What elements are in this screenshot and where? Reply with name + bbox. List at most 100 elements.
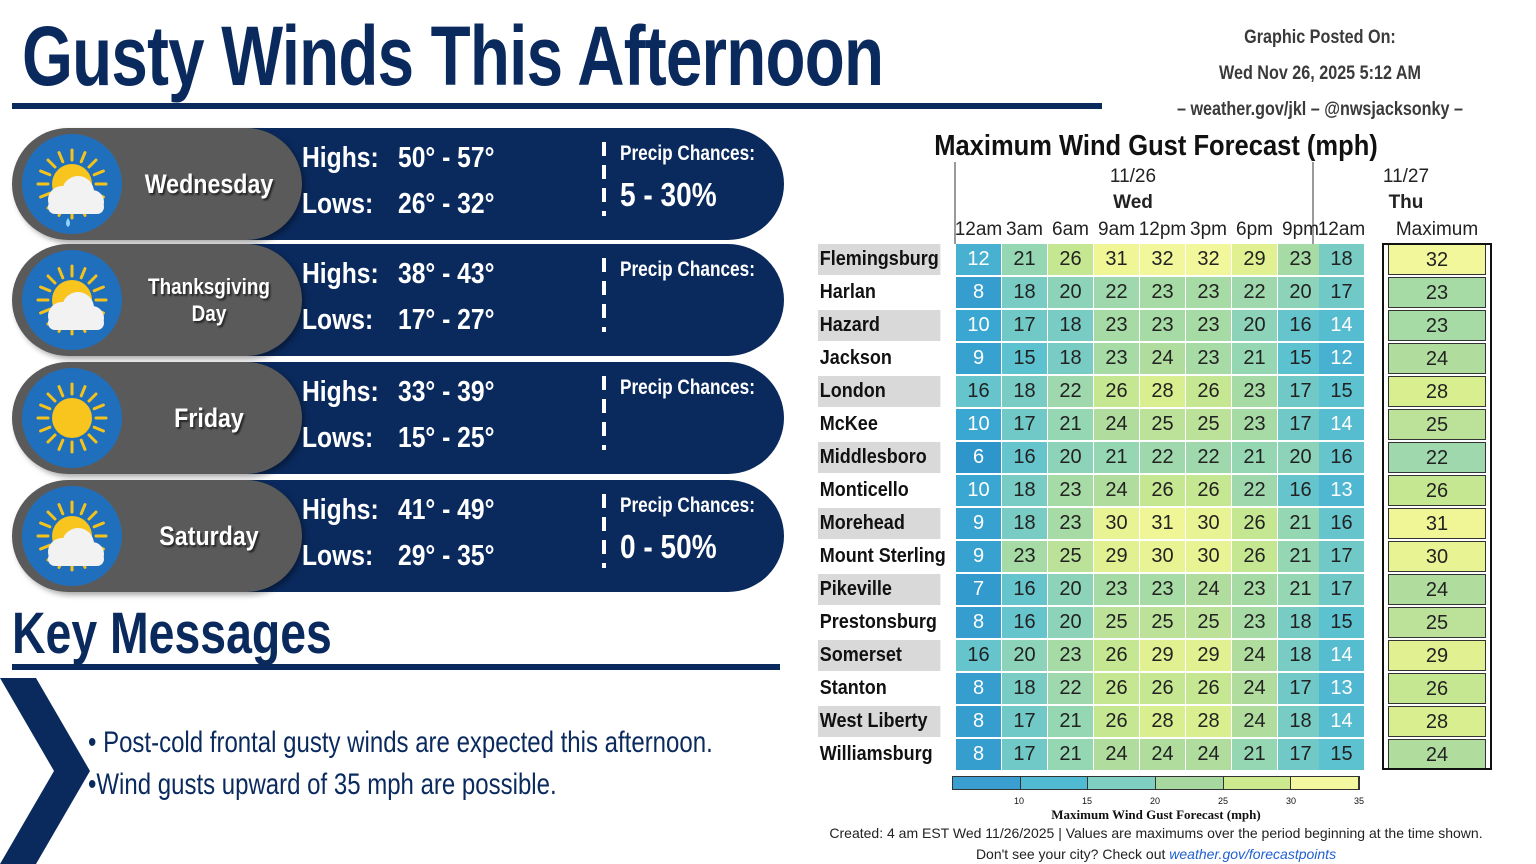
gust-cell: 23: [1002, 541, 1047, 572]
day-card: Thanksgiving Day Highs: 38° - 43° Lows: …: [12, 244, 784, 356]
gust-cell: 26: [1094, 376, 1139, 407]
gust-cell: 16: [1002, 574, 1047, 605]
gust-cell: 21: [1278, 574, 1323, 605]
gust-cell: 31: [1094, 244, 1139, 275]
gust-cell: 26: [1232, 541, 1277, 572]
gust-cell: 16: [1319, 442, 1364, 473]
gust-cell: 23: [1278, 244, 1323, 275]
precip-divider: [602, 494, 606, 568]
gust-cell: 21: [1048, 739, 1093, 770]
max-gust-cell: 30: [1388, 541, 1486, 572]
gust-cell: 18: [1002, 673, 1047, 704]
gust-cell: 21: [1232, 442, 1277, 473]
gust-cell: 25: [1186, 409, 1231, 440]
gust-cell: 20: [1278, 277, 1323, 308]
header-divider: [954, 162, 956, 244]
lows-value: 15° - 25°: [398, 422, 495, 454]
city-label: Somerset: [818, 640, 941, 671]
time-header: 3pm: [1190, 219, 1227, 240]
day1-date: 11/26: [1109, 166, 1157, 187]
time-header: 12am: [1317, 219, 1366, 240]
gust-cell: 26: [1094, 706, 1139, 737]
gust-cell: 17: [1002, 706, 1047, 737]
key-message-item: • Post-cold frontal gusty winds are expe…: [88, 726, 713, 759]
gust-cell: 23: [1232, 376, 1277, 407]
max-gust-cell: 31: [1388, 508, 1486, 539]
gust-cell: 22: [1048, 673, 1093, 704]
day-name: Saturday: [159, 521, 259, 551]
gust-cell: 30: [1186, 508, 1231, 539]
gust-cell: 20: [1048, 277, 1093, 308]
highs-label: Highs:: [302, 258, 379, 290]
lows-label: Lows:: [302, 540, 374, 572]
gust-cell: 15: [1002, 343, 1047, 374]
gust-cell: 13: [1319, 673, 1364, 704]
gust-cell: 22: [1232, 277, 1277, 308]
day-bar: [212, 244, 784, 356]
gust-cell: 30: [1186, 541, 1231, 572]
gust-cell: 30: [1094, 508, 1139, 539]
sunny-icon: [22, 368, 122, 468]
gust-cell: 26: [1186, 376, 1231, 407]
forecastpoints-link[interactable]: weather.gov/forecastpoints: [1169, 846, 1337, 862]
time-header: 9am: [1098, 219, 1135, 240]
gust-cell: 24: [1094, 739, 1139, 770]
posted-info: Graphic Posted On: Wed Nov 26, 2025 5:12…: [1167, 20, 1473, 128]
gust-cell: 16: [956, 640, 1001, 671]
day-card: Wednesday Highs: 50° - 57° Lows: 26° - 3…: [12, 128, 784, 240]
key-messages-title: Key Messages: [12, 601, 332, 666]
gust-cell: 17: [1319, 541, 1364, 572]
gust-cell: 24: [1186, 574, 1231, 605]
gust-cell: 23: [1140, 574, 1185, 605]
key-messages-divider: [12, 664, 780, 670]
gust-cell: 18: [1278, 706, 1323, 737]
gust-cell: 17: [1278, 739, 1323, 770]
max-gust-cell: 32: [1388, 244, 1486, 275]
precip-label: Precip Chances:: [620, 142, 755, 165]
gust-cell: 15: [1319, 739, 1364, 770]
legend-tick-label: 35: [1354, 796, 1365, 806]
gust-cell: 21: [1278, 541, 1323, 572]
gust-cell: 12: [1319, 343, 1364, 374]
highs-label: Highs:: [302, 494, 379, 526]
gust-cell: 17: [1002, 739, 1047, 770]
maximum-header: Maximum: [1395, 219, 1479, 240]
partly-cloudy-icon: [22, 486, 122, 586]
max-gust-cell: 28: [1388, 376, 1486, 407]
gust-cell: 26: [1048, 244, 1093, 275]
day-pill: Thanksgiving Day: [12, 244, 302, 356]
highs-value: 38° - 43°: [398, 258, 495, 290]
lows-value: 26° - 32°: [398, 188, 495, 220]
gust-cell: 30: [1140, 541, 1185, 572]
gust-table-panel: Maximum Wind Gust Forecast (mph) 11/26 W…: [818, 128, 1494, 864]
city-label: Prestonsburg: [818, 607, 941, 638]
time-header: 6am: [1052, 219, 1089, 240]
gust-cell: 29: [1140, 640, 1185, 671]
gust-cell: 28: [1140, 706, 1185, 737]
city-label: Pikeville: [818, 574, 941, 605]
gust-cell: 23: [1094, 310, 1139, 341]
precip-value: 0 - 50%: [620, 528, 717, 565]
gust-cell: 24: [1232, 673, 1277, 704]
gust-cell: 25: [1140, 409, 1185, 440]
max-gust-cell: 23: [1388, 277, 1486, 308]
gust-cell: 18: [1278, 607, 1323, 638]
lows-label: Lows:: [302, 422, 374, 454]
day-card: Saturday Highs: 41° - 49° Lows: 29° - 35…: [12, 480, 784, 592]
legend-tick-label: 25: [1218, 796, 1229, 806]
gust-cell: 17: [1002, 409, 1047, 440]
gust-cell: 24: [1232, 706, 1277, 737]
city-label: Flemingsburg: [818, 244, 941, 275]
gust-cell: 32: [1140, 244, 1185, 275]
footer-prefix: Don't see your city? Check out: [975, 846, 1170, 862]
gust-cell: 14: [1319, 310, 1364, 341]
gust-cell: 17: [1278, 409, 1323, 440]
partly-cloudy-icon: [22, 250, 122, 350]
gust-cell: 15: [1278, 343, 1323, 374]
gust-cell: 23: [1140, 310, 1185, 341]
time-header: 3am: [1006, 219, 1043, 240]
gust-cell: 20: [1278, 442, 1323, 473]
highs-value: 41° - 49°: [398, 494, 495, 526]
gust-cell: 17: [1002, 310, 1047, 341]
gust-cell: 23: [1048, 508, 1093, 539]
